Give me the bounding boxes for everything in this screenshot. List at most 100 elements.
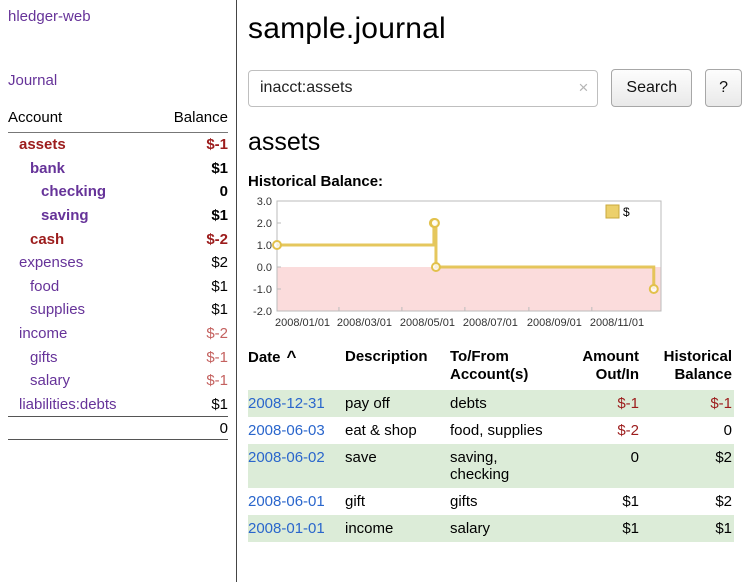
balance-cell: $1 [715,520,732,537]
account-balance: $-1 [206,348,228,366]
account-link-checking[interactable]: checking [41,183,107,201]
date-link[interactable]: 2008-06-01 [248,493,325,510]
account-balance: $-2 [206,230,228,248]
account-row: liabilities:debts $1 [8,393,228,417]
account-balance: $2 [211,254,228,272]
account-link-salary[interactable]: salary [30,372,71,390]
nav-journal-link[interactable]: Journal [8,72,58,89]
register-row[interactable]: 2008-01-01 income salary $1 $1 [248,515,734,542]
date-cell: 2008-12-31 [248,390,345,417]
brand-link[interactable]: hledger-web [8,8,91,25]
col-date[interactable]: Date ^ [248,346,345,390]
col-balance[interactable]: Historical Balance [663,348,732,383]
account-link-assets[interactable]: assets [19,136,66,154]
account-link-saving[interactable]: saving [41,207,89,225]
account-row: saving $1 [8,204,228,228]
accounts-list: assets $-1 bank $1 checking 0 saving $1 cash $-2 e… [8,133,228,416]
account-heading: assets [248,128,321,156]
accounts-total: 0 [219,419,228,437]
account-balance: $1 [211,395,228,413]
svg-text:2008/01/01: 2008/01/01 [275,317,330,329]
accounts-cell: gifts [450,493,478,510]
chart-title: Historical Balance: [248,173,384,190]
description-cell: income [345,520,394,537]
svg-text:2.0: 2.0 [257,218,272,230]
svg-text:0.0: 0.0 [257,262,272,274]
col-amount[interactable]: Amount Out/In [582,348,639,383]
date-link[interactable]: 2008-06-02 [248,449,325,466]
accounts-cell: debts [450,395,487,412]
amount-cell: $1 [622,520,639,537]
date-link[interactable]: 2008-01-01 [248,520,325,537]
amount-cell: 0 [630,449,639,466]
svg-text:2008/05/01: 2008/05/01 [400,317,455,329]
account-row: income $-2 [8,322,228,346]
account-balance: $1 [211,207,228,225]
svg-text:2008/11/01: 2008/11/01 [590,317,644,329]
account-link-supplies[interactable]: supplies [30,301,86,319]
help-button[interactable]: ? [705,69,742,107]
svg-text:1.0: 1.0 [257,240,272,252]
register-table: Date ^ Description To/From Account(s) Amo… [248,346,734,542]
register-row[interactable]: 2008-06-01 gift gifts $1 $2 [248,488,734,515]
date-cell: 2008-06-03 [248,417,345,444]
balance-cell: $2 [715,493,732,510]
account-row: assets $-1 [8,133,228,157]
amount-cell: $-2 [617,422,639,439]
account-link-bank[interactable]: bank [30,159,66,177]
amount-cell: $1 [622,493,639,510]
accounts-cell: salary [450,520,491,537]
description-cell: gift [345,493,366,510]
accounts-cell: food, supplies [450,422,543,439]
main-content: sample.journal × Search ? assets Histori… [238,0,742,542]
col-date-label: Date [248,349,281,366]
account-link-liabilities-debts[interactable]: liabilities:debts [19,395,117,413]
description-cell: save [345,449,377,466]
account-link-gifts[interactable]: gifts [30,348,58,366]
account-balance: $1 [211,301,228,319]
account-row: salary $-1 [8,369,228,393]
account-row: food $1 [8,275,228,299]
svg-text:2008/09/01: 2008/09/01 [527,317,582,329]
account-link-income[interactable]: income [19,325,68,343]
account-row: checking 0 [8,180,228,204]
clear-search-icon[interactable]: × [578,77,589,97]
search-bar: × Search ? [248,69,742,107]
svg-text:3.0: 3.0 [257,197,272,208]
account-row: cash $-2 [8,227,228,251]
account-link-expenses[interactable]: expenses [19,254,84,272]
svg-text:2008/03/01: 2008/03/01 [337,317,392,329]
account-link-cash[interactable]: cash [30,230,65,248]
search-input[interactable] [248,69,599,107]
register-row[interactable]: 2008-12-31 pay off debts $-1 $-1 [248,390,734,417]
col-accounts[interactable]: To/From Account(s) [450,348,529,383]
account-link-food[interactable]: food [30,277,60,295]
accounts-total-row: 0 [8,416,228,441]
account-balance: 0 [219,183,228,201]
account-row: expenses $2 [8,251,228,275]
register-row[interactable]: 2008-06-02 save saving, checking 0 $2 [248,444,734,488]
search-button[interactable]: Search [611,69,693,107]
account-balance: $-2 [206,325,228,343]
sort-asc-icon: ^ [286,347,297,366]
legend-swatch [605,204,620,219]
date-link[interactable]: 2008-12-31 [248,395,325,412]
date-cell: 2008-01-01 [248,515,345,542]
date-link[interactable]: 2008-06-03 [248,422,325,439]
accounts-col-balance: Balance [173,109,228,126]
register-row[interactable]: 2008-06-03 eat & shop food, supplies $-2 0 [248,417,734,444]
date-cell: 2008-06-01 [248,488,345,515]
account-balance: $1 [211,159,228,177]
account-row: supplies $1 [8,298,228,322]
balance-cell: $2 [715,449,732,466]
account-balance: $1 [211,277,228,295]
col-description[interactable]: Description [345,346,450,390]
account-balance: $-1 [206,372,228,390]
search-box: × [248,69,599,107]
svg-text:2008/07/01: 2008/07/01 [463,317,518,329]
account-row: bank $1 [8,157,228,181]
account-row: gifts $-1 [8,345,228,369]
account-balance: $-1 [206,136,228,154]
register-tbody: 2008-12-31 pay off debts $-1 $-1 2008-06-03 ea… [248,390,734,542]
